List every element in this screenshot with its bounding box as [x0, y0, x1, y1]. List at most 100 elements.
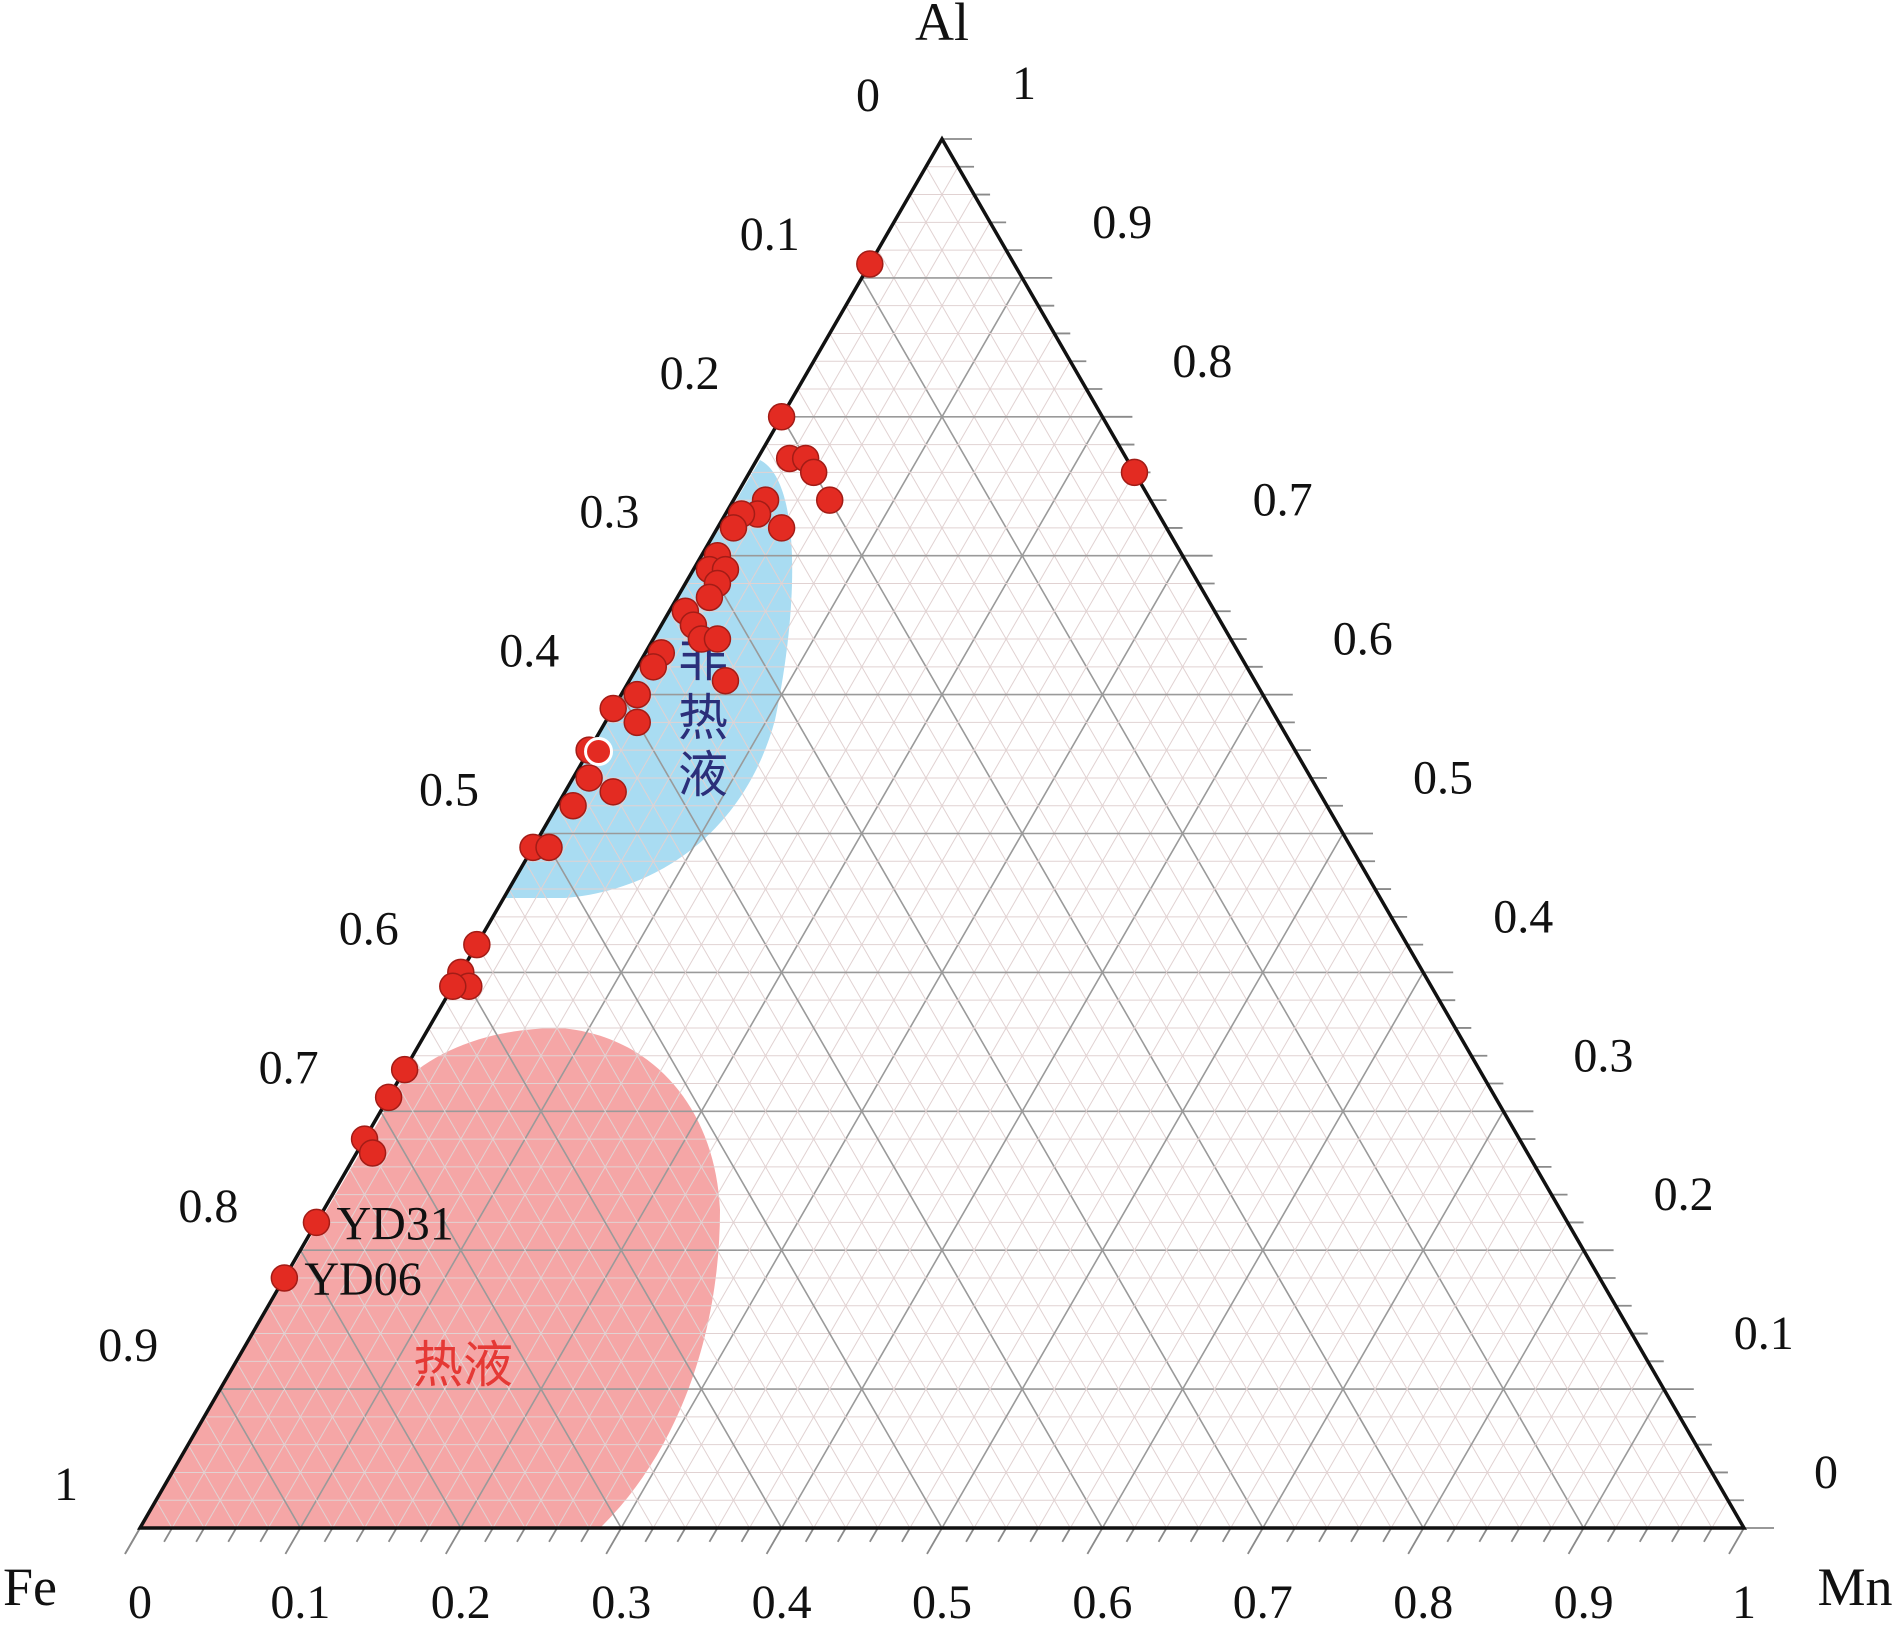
- region-label-non-hydrothermal-char-3: 液: [678, 746, 728, 804]
- grid-line-minor: [765, 444, 1392, 1528]
- data-point: [623, 680, 651, 709]
- data-point: [584, 737, 614, 767]
- bottom-axis-tick: [1086, 1527, 1104, 1555]
- grid-line-minor: [1711, 1499, 1729, 1528]
- grid-line-minor: [235, 222, 991, 1528]
- grid-line-minor: [524, 861, 911, 1528]
- data-point: [535, 833, 563, 862]
- bottom-axis-tick: [1221, 1527, 1232, 1543]
- grid-line-major: [700, 555, 1264, 1528]
- bottom-axis-tick: [548, 1527, 558, 1543]
- grid-line-minor: [1551, 1361, 1649, 1528]
- data-point: [1120, 458, 1149, 487]
- grid-line-major: [299, 1249, 462, 1528]
- grid-line-minor: [1037, 916, 1392, 1528]
- data-point: [463, 930, 491, 959]
- bottom-axis-tick: [901, 1527, 911, 1543]
- data-point: [623, 708, 651, 737]
- grid-line-minor: [267, 1305, 398, 1528]
- bottom-axis-tick: [1478, 1527, 1489, 1543]
- bottom-axis-tick: [1247, 1527, 1264, 1555]
- left-tick-label: 0.3: [579, 486, 639, 539]
- data-point: [599, 694, 627, 723]
- right-tick-label: 0.7: [1253, 474, 1313, 527]
- bottom-axis-tick: [323, 1527, 334, 1543]
- bottom-axis-tick: [644, 1527, 655, 1543]
- right-tick-label: 0.5: [1413, 752, 1473, 805]
- left-tick-label: 0.7: [259, 1041, 319, 1094]
- bottom-axis-tick: [804, 1527, 815, 1543]
- bottom-axis-tick: [1125, 1527, 1136, 1543]
- left-axis-tick: [124, 1527, 141, 1555]
- grid-line-minor: [364, 333, 1055, 1528]
- grid-line-minor: [155, 1499, 173, 1528]
- data-point: [439, 972, 467, 1001]
- grid-line-minor: [332, 1194, 526, 1528]
- grid-line-minor: [348, 1166, 558, 1528]
- data-point: [719, 514, 748, 542]
- bottom-axis-tick: [965, 1527, 975, 1543]
- data-point: [767, 403, 796, 431]
- bottom-tick-label: 0.2: [431, 1576, 491, 1629]
- grid-line-minor: [508, 888, 879, 1528]
- apex-label-al: Al: [915, 0, 969, 52]
- grid-line-minor: [636, 666, 1135, 1528]
- bottom-tick-label: 0.1: [270, 1576, 330, 1629]
- bottom-axis-tick: [605, 1527, 622, 1555]
- apex-label-mn: Mn: [1817, 1557, 1892, 1617]
- bottom-axis-tick: [1350, 1527, 1360, 1543]
- grid-line-minor: [492, 444, 1119, 1528]
- grid-line-major: [861, 277, 1585, 1528]
- grid-line-major: [219, 1388, 302, 1528]
- grid-line-minor: [749, 666, 1248, 1528]
- point-label: YD06: [304, 1253, 421, 1306]
- right-tick-label: 0.3: [1573, 1029, 1633, 1082]
- grid-line-major: [540, 833, 943, 1528]
- data-point: [559, 791, 587, 820]
- bottom-tick-label: 0.5: [912, 1576, 972, 1629]
- data-point: [703, 625, 732, 653]
- grid-line-minor: [1230, 1083, 1488, 1528]
- bottom-axis-tick: [445, 1527, 462, 1555]
- bottom-axis-tick: [740, 1527, 751, 1543]
- grid-line-minor: [412, 1055, 686, 1528]
- left-tick-label: 0.2: [660, 347, 720, 400]
- bottom-axis-tick: [869, 1527, 879, 1543]
- bottom-axis-tick: [676, 1527, 687, 1543]
- grid-line-minor: [733, 499, 1328, 1528]
- grid-line-minor: [717, 638, 1232, 1528]
- data-point: [767, 514, 796, 542]
- grid-line-major: [941, 833, 1344, 1528]
- grid-line-minor: [1358, 1194, 1552, 1528]
- bottom-axis-tick: [708, 1527, 719, 1543]
- bottom-tick-label: 0.9: [1554, 1576, 1614, 1629]
- grid-line-minor: [251, 1333, 365, 1528]
- grid-line-minor: [893, 222, 1649, 1528]
- bottom-axis-tick: [1567, 1527, 1585, 1555]
- bottom-axis-tick: [1061, 1527, 1072, 1543]
- grid-line-major: [1582, 1388, 1665, 1528]
- grid-line-minor: [171, 1472, 205, 1528]
- grid-line-major: [620, 555, 1184, 1528]
- grid-line-minor: [797, 388, 1456, 1528]
- grid-line-minor: [925, 166, 1713, 1528]
- bottom-axis-tick: [284, 1527, 302, 1555]
- left-tick-label: 0.8: [178, 1180, 238, 1233]
- bottom-axis-tick: [1638, 1527, 1649, 1543]
- bottom-axis-tick: [1189, 1527, 1200, 1543]
- bottom-axis-tick: [1407, 1527, 1424, 1555]
- bottom-axis-tick: [997, 1527, 1007, 1543]
- bottom-axis-tick: [1671, 1527, 1681, 1543]
- data-point: [270, 1264, 299, 1292]
- bottom-axis-tick: [580, 1527, 590, 1543]
- bottom-axis-tick: [227, 1527, 238, 1543]
- grid-line-minor: [1647, 1444, 1697, 1528]
- bottom-axis-tick: [484, 1527, 494, 1543]
- grid-line-minor: [652, 638, 1167, 1528]
- bottom-tick-label: 0: [128, 1576, 152, 1629]
- data-point: [799, 458, 828, 487]
- data-point: [599, 778, 627, 806]
- data-point: [711, 666, 740, 695]
